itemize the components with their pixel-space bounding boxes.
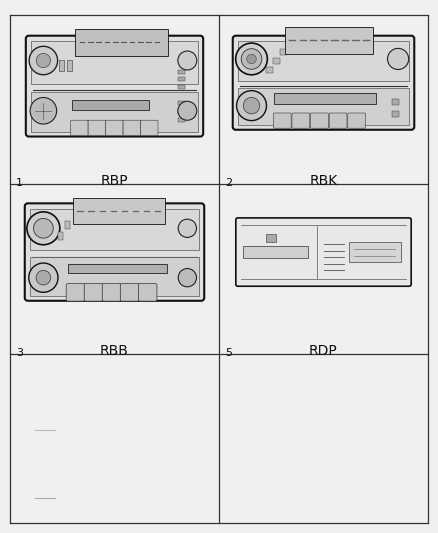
- Bar: [178, 77, 185, 82]
- FancyBboxPatch shape: [120, 284, 139, 301]
- Circle shape: [237, 91, 266, 120]
- FancyBboxPatch shape: [102, 284, 121, 301]
- Text: 3: 3: [16, 348, 23, 358]
- Bar: [392, 111, 399, 117]
- Bar: [59, 60, 64, 71]
- FancyBboxPatch shape: [236, 218, 411, 286]
- Bar: [349, 243, 401, 262]
- Bar: [30, 209, 199, 250]
- Text: 1: 1: [16, 179, 23, 188]
- Circle shape: [36, 270, 51, 285]
- Bar: [178, 110, 185, 114]
- Bar: [274, 93, 376, 104]
- Bar: [266, 234, 276, 242]
- Bar: [72, 100, 149, 110]
- FancyBboxPatch shape: [123, 120, 141, 135]
- FancyBboxPatch shape: [348, 113, 366, 128]
- Text: 5: 5: [225, 348, 232, 358]
- Bar: [73, 198, 165, 224]
- FancyBboxPatch shape: [141, 120, 158, 135]
- FancyBboxPatch shape: [106, 120, 123, 135]
- Bar: [280, 49, 286, 55]
- FancyBboxPatch shape: [273, 113, 291, 128]
- FancyBboxPatch shape: [292, 113, 310, 128]
- Circle shape: [178, 101, 197, 120]
- Bar: [238, 41, 409, 81]
- Circle shape: [388, 49, 409, 69]
- Bar: [65, 221, 70, 229]
- Bar: [273, 58, 279, 64]
- Bar: [243, 246, 308, 258]
- Bar: [178, 85, 185, 89]
- Bar: [30, 256, 199, 296]
- FancyBboxPatch shape: [329, 113, 347, 128]
- Circle shape: [30, 98, 57, 124]
- Bar: [31, 92, 198, 132]
- Circle shape: [178, 269, 197, 287]
- Bar: [75, 29, 168, 56]
- Bar: [58, 232, 64, 240]
- FancyBboxPatch shape: [138, 284, 157, 301]
- Circle shape: [29, 46, 58, 75]
- Circle shape: [27, 212, 60, 245]
- Bar: [178, 101, 185, 105]
- Circle shape: [243, 98, 260, 114]
- FancyBboxPatch shape: [233, 36, 414, 130]
- Bar: [178, 70, 185, 74]
- FancyBboxPatch shape: [311, 113, 328, 128]
- Text: RBP: RBP: [101, 174, 128, 188]
- Circle shape: [236, 43, 267, 75]
- Text: 2: 2: [225, 179, 232, 188]
- Bar: [266, 67, 272, 72]
- Circle shape: [29, 263, 58, 292]
- FancyBboxPatch shape: [25, 204, 204, 301]
- Text: RBB: RBB: [100, 344, 129, 358]
- Circle shape: [33, 219, 53, 238]
- FancyBboxPatch shape: [71, 120, 88, 135]
- FancyBboxPatch shape: [26, 36, 203, 136]
- Bar: [178, 118, 185, 122]
- FancyBboxPatch shape: [88, 120, 106, 135]
- Circle shape: [247, 54, 256, 64]
- Circle shape: [36, 53, 50, 68]
- Circle shape: [241, 49, 262, 69]
- Bar: [285, 27, 373, 54]
- Bar: [238, 88, 409, 125]
- Bar: [67, 264, 166, 273]
- Text: RBK: RBK: [309, 174, 338, 188]
- Bar: [392, 99, 399, 105]
- Bar: [31, 41, 198, 84]
- Text: RDP: RDP: [309, 344, 338, 358]
- Circle shape: [178, 51, 197, 70]
- Circle shape: [178, 219, 197, 237]
- Bar: [67, 60, 72, 71]
- FancyBboxPatch shape: [84, 284, 103, 301]
- FancyBboxPatch shape: [66, 284, 85, 301]
